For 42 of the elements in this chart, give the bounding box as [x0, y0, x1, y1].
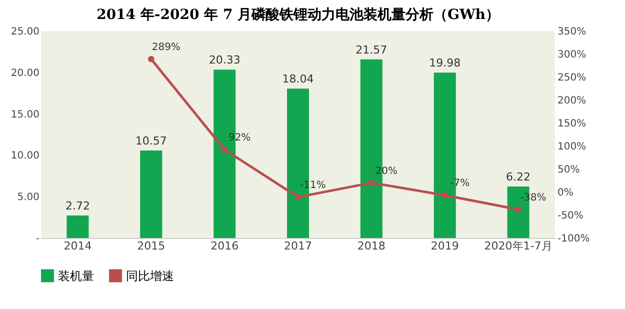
chart-title: 2014 年-2020 年 7 月磷酸铁锂动力电池装机量分析（GWh）	[96, 7, 500, 23]
x-tick-label: 2017	[284, 240, 312, 252]
point	[294, 194, 302, 200]
y2-tick-label: 100%	[558, 142, 586, 152]
data-label: 6.22	[506, 170, 531, 184]
x-tick-label: 2014	[64, 240, 92, 252]
x-tick-label: 2018	[357, 240, 386, 252]
y2-tick-label: 150%	[558, 118, 586, 130]
data-label: 2.72	[65, 199, 90, 212]
point	[368, 180, 375, 186]
x-tick-label: 2019	[430, 240, 459, 252]
legend-label: 装机量	[58, 268, 94, 283]
y2-tick-label: 0%	[558, 188, 574, 198]
y2-tick-label: -100%	[558, 234, 590, 244]
x-tick-label: 2015	[137, 240, 166, 252]
x-tick-label: 2016	[210, 240, 239, 252]
y-tick-label: 10.00	[10, 150, 40, 162]
y2-tick-label: 200%	[558, 96, 586, 106]
point	[442, 192, 448, 198]
bar	[66, 215, 89, 238]
data-label: 18.04	[282, 72, 314, 86]
y-tick-label: 25.00	[10, 26, 40, 38]
data-label: 21.57	[356, 43, 388, 56]
y2-tick-label: 350%	[558, 26, 586, 38]
data-label: 10.57	[135, 134, 167, 148]
x-tick-label: 2020年1-7月	[484, 240, 552, 252]
y-tick-label: 5.00	[17, 192, 40, 204]
point	[148, 56, 154, 62]
data-label: 289%	[152, 42, 180, 54]
y2-tick-label: 250%	[558, 72, 586, 84]
y-tick-label: -	[36, 234, 40, 244]
point	[221, 146, 228, 153]
data-label: 20.33	[208, 54, 240, 67]
point	[515, 206, 522, 213]
y-tick-label: 20.00	[10, 68, 40, 79]
y-tick-label: 15.00	[10, 109, 40, 120]
data-label: 19.98	[429, 56, 461, 70]
bar	[140, 150, 162, 238]
y2-tick-label: 300%	[558, 50, 586, 60]
y2-tick-label: -50%	[558, 210, 584, 222]
legend-label: 同比增速	[126, 268, 174, 283]
y2-tick-label: 50%	[558, 164, 580, 176]
